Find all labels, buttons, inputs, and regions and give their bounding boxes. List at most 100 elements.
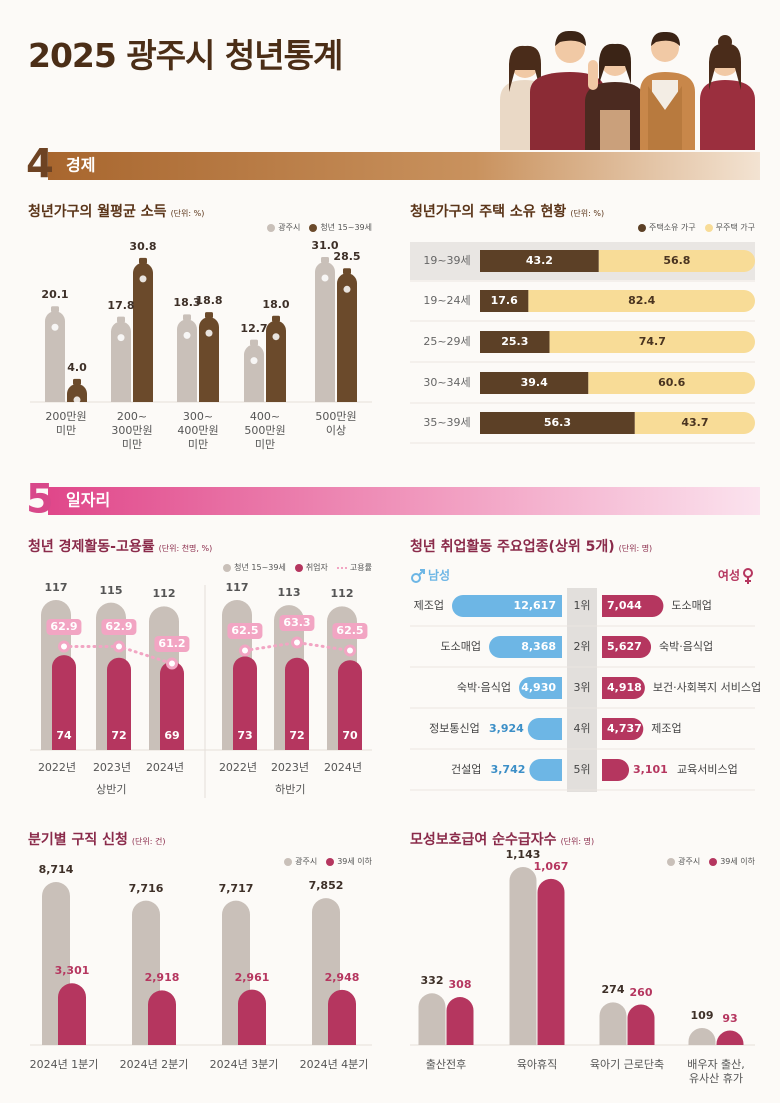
legend-marker <box>294 563 303 572</box>
y-tick-label: 19~24세 <box>423 294 471 307</box>
value-label: 117 <box>44 581 68 594</box>
legend-label: 청년 15~39세 <box>234 563 286 572</box>
value-label: 25.3 <box>501 335 529 348</box>
value-label: 7,717 <box>218 881 254 895</box>
value-label: 2,948 <box>324 970 360 984</box>
bar-segment <box>480 250 599 272</box>
title-text: 모성보호급여 순수급자수 <box>410 832 557 848</box>
bottle-icon <box>183 331 191 339</box>
unit-text: (단위: 건) <box>131 837 166 846</box>
value-label: 17.8 <box>107 298 135 312</box>
legend-marker <box>326 857 335 866</box>
bar <box>199 317 219 402</box>
legend-marker <box>637 223 646 232</box>
bottle-icon <box>272 333 280 341</box>
bar <box>285 657 309 750</box>
bottle-cap <box>117 316 125 323</box>
bottle-icon <box>343 285 351 293</box>
value-label: 56.8 <box>663 254 691 267</box>
value-label: 113 <box>277 586 301 600</box>
group-label: 하반기 <box>275 783 306 796</box>
bar <box>627 1004 655 1045</box>
value-label: 8,368 <box>521 640 556 653</box>
value-label: 93 <box>722 1011 738 1025</box>
bar <box>67 383 87 402</box>
category-label: 보건·사회복지 서비스업 <box>652 681 762 694</box>
x-tick-label: 출산전후 <box>425 1058 467 1071</box>
value-label: 74 <box>56 729 72 742</box>
value-label: 72 <box>111 729 127 742</box>
bar <box>177 319 197 402</box>
bar <box>602 759 630 781</box>
x-tick-label: 배우자 출산, 유사산 휴가 <box>687 1058 745 1085</box>
x-tick-label: 2024년 2분기 <box>119 1058 189 1071</box>
bar-segment <box>480 290 529 312</box>
legend-item: 39세 이하 <box>709 856 755 867</box>
x-tick-label: 2023년 <box>92 761 132 774</box>
rank-label: 3위 <box>573 681 591 694</box>
rate-label: 62.9 <box>101 618 137 635</box>
legend-item: 광주시 <box>267 222 300 233</box>
x-tick-label: 500만원 이상 <box>315 410 357 437</box>
value-label: 117 <box>225 581 249 594</box>
rate-label: 62.5 <box>332 622 368 639</box>
bottle-icon <box>250 357 258 365</box>
value-label: 18.0 <box>262 297 290 311</box>
bar <box>602 636 652 658</box>
chart-title: 청년 취업활동 주요업종(상위 5개) (단위: 명) <box>410 536 652 556</box>
bar <box>602 718 644 740</box>
series-heading: 남성 <box>428 568 451 583</box>
unit-text: (단위: %) <box>170 209 205 218</box>
section-name: 일자리 <box>66 490 111 510</box>
category-label: 제조업 <box>651 722 682 735</box>
value-label: 109 <box>690 1009 714 1023</box>
unit-text: (단위: %) <box>570 209 605 218</box>
legend-marker <box>709 857 718 866</box>
bar <box>602 595 664 617</box>
title-text: 청년가구의 주택 소유 현황 <box>410 204 567 220</box>
bottle-cap <box>205 312 213 319</box>
bottle-icon <box>321 274 329 282</box>
bar-segment <box>480 331 550 353</box>
rank-column <box>567 588 597 792</box>
value-label: 73 <box>237 729 253 742</box>
legend: 주택소유 가구 무주택 가구 <box>637 222 755 233</box>
value-label: 7,716 <box>128 881 164 895</box>
rank-label: 5위 <box>573 763 591 776</box>
x-tick-label: 200만원 미만 <box>45 410 87 437</box>
value-label: 43.2 <box>525 254 553 267</box>
category-label: 건설업 <box>451 763 482 776</box>
page-title: 2025 광주시 청년통계 <box>28 36 343 75</box>
bar <box>238 989 266 1045</box>
bottle-cap <box>51 306 59 313</box>
legend-label: 39세 이하 <box>720 857 755 866</box>
value-label: 17.6 <box>490 294 518 307</box>
legend-item: 취업자 <box>294 562 328 573</box>
chart-title: 분기별 구직 신청 (단위: 건) <box>28 829 165 849</box>
y-tick-label: 35~39세 <box>423 416 471 429</box>
bar <box>446 997 474 1045</box>
legend-item: 고용률 <box>336 562 372 573</box>
bottle-icon <box>117 334 125 342</box>
value-label: 5,627 <box>607 640 642 653</box>
rate-point <box>166 657 178 670</box>
bar <box>111 321 131 402</box>
value-label: 43.7 <box>681 416 709 429</box>
bar <box>527 718 562 740</box>
category-label: 숙박·음식업 <box>456 681 512 694</box>
bar <box>107 657 131 750</box>
legend-marker <box>667 857 676 866</box>
bar-segment <box>588 372 755 394</box>
category-label: 숙박·음식업 <box>659 640 714 653</box>
legend-item: 주택소유 가구 <box>637 222 696 233</box>
value-label: 2,918 <box>144 971 180 985</box>
y-tick-label: 30~34세 <box>423 376 471 389</box>
bar <box>160 661 184 750</box>
x-tick-label: 2022년 <box>218 761 258 774</box>
bar <box>418 993 446 1045</box>
bar-segment <box>528 290 755 312</box>
legend-item: 39세 이하 <box>326 856 372 867</box>
legend-label: 주택소유 가구 <box>648 223 696 232</box>
gender-icons <box>411 568 753 584</box>
bar <box>537 878 565 1045</box>
